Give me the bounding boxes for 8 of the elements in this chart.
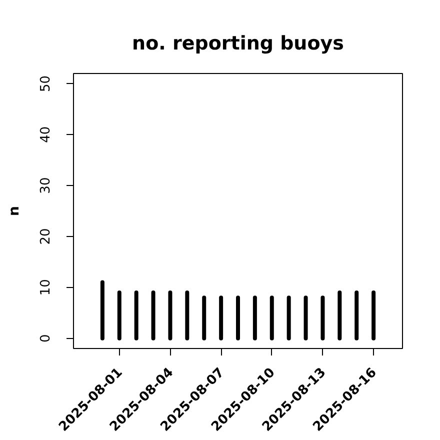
y-tick-label: 20 [38, 228, 54, 245]
y-tick-label: 30 [38, 177, 54, 194]
y-tick-label: 0 [38, 334, 54, 342]
chart-title: no. reporting buoys [132, 32, 344, 54]
y-tick-label: 50 [38, 75, 54, 92]
y-tick-label: 40 [38, 126, 54, 143]
y-axis-title: n [6, 206, 22, 216]
y-tick-label: 10 [38, 279, 54, 296]
